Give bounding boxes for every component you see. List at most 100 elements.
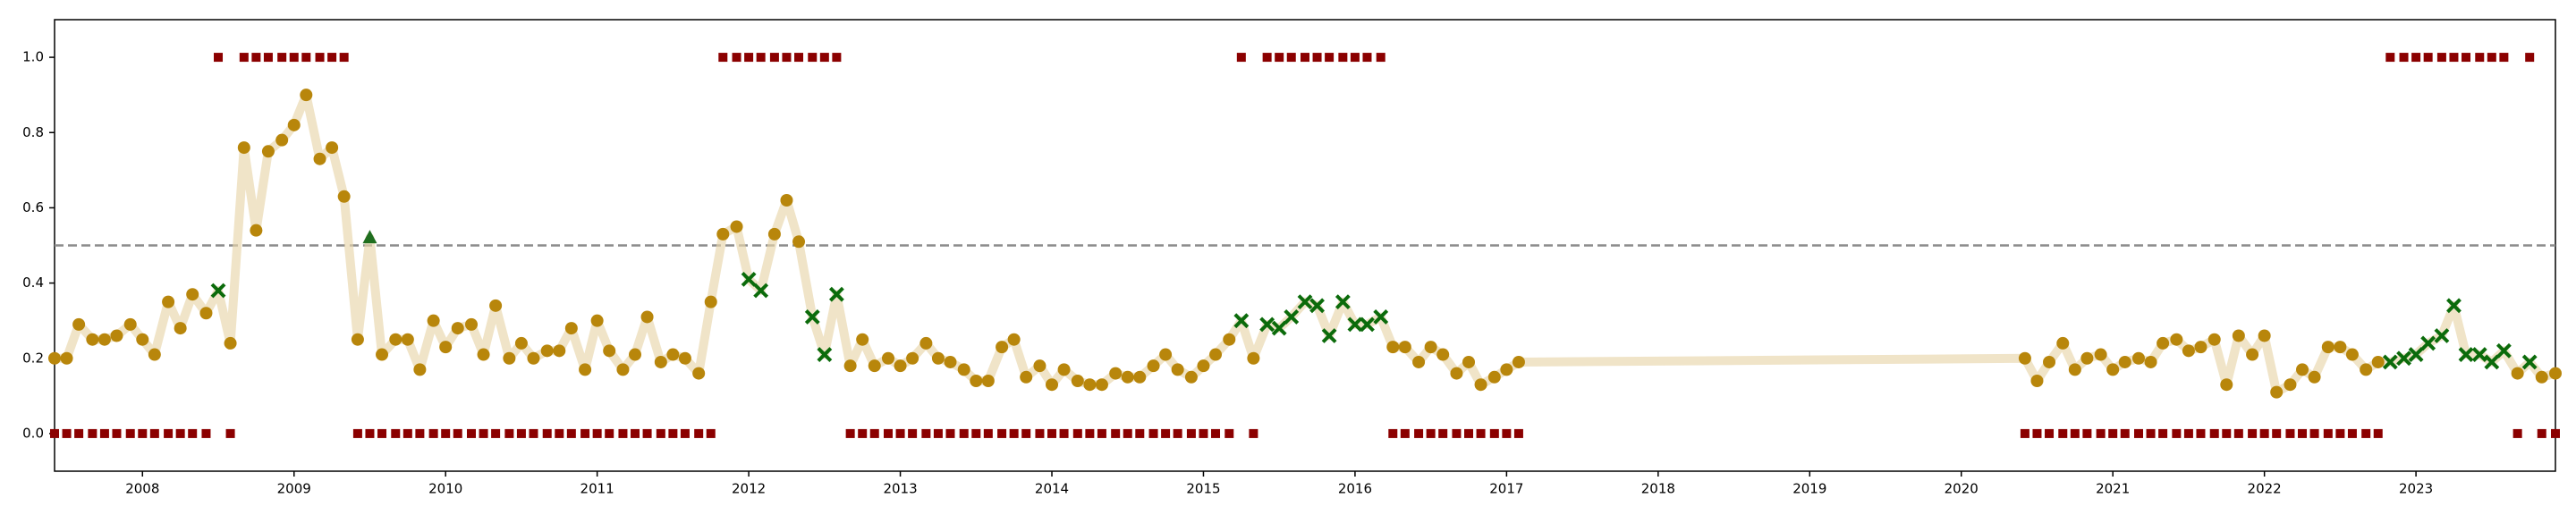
regime-marker bbox=[2537, 428, 2546, 438]
circle-marker bbox=[287, 118, 301, 131]
circle-marker bbox=[2056, 336, 2070, 350]
regime-marker bbox=[2462, 53, 2471, 63]
circle-marker bbox=[465, 317, 478, 331]
circle-marker bbox=[1209, 348, 1223, 361]
regime-marker bbox=[1097, 428, 1106, 438]
regime-marker bbox=[529, 428, 538, 438]
circle-marker bbox=[843, 359, 857, 373]
regime-marker bbox=[1286, 53, 1296, 63]
regime-marker bbox=[1325, 53, 1335, 63]
regime-marker bbox=[1338, 53, 1348, 63]
regime-marker bbox=[1047, 428, 1057, 438]
circle-marker bbox=[970, 375, 983, 387]
regime-marker bbox=[2146, 428, 2156, 438]
x-tick-label: 2012 bbox=[732, 481, 766, 497]
regime-marker bbox=[794, 53, 804, 63]
regime-marker bbox=[138, 428, 148, 438]
regime-marker bbox=[1275, 53, 1284, 63]
regime-marker bbox=[706, 428, 716, 438]
circle-marker bbox=[123, 317, 137, 331]
circle-marker bbox=[477, 348, 490, 361]
regime-marker bbox=[1135, 428, 1145, 438]
circle-marker bbox=[1057, 363, 1071, 376]
cross-stroke bbox=[2396, 350, 2411, 367]
regime-marker bbox=[555, 428, 564, 438]
circle-marker bbox=[2308, 370, 2321, 384]
regime-marker bbox=[971, 428, 981, 438]
cross-marker bbox=[1233, 313, 1250, 329]
regime-marker bbox=[377, 428, 387, 438]
cross-stroke bbox=[2408, 347, 2424, 362]
circle-marker bbox=[767, 227, 781, 241]
x-tick-label: 2020 bbox=[1945, 481, 1979, 497]
regime-marker bbox=[2070, 428, 2080, 438]
circle-marker bbox=[906, 351, 919, 365]
regime-marker bbox=[631, 428, 640, 438]
regime-marker bbox=[50, 428, 59, 438]
circle-marker bbox=[2157, 336, 2170, 350]
regime-marker bbox=[1426, 428, 1436, 438]
regime-marker bbox=[188, 428, 198, 438]
regime-marker bbox=[1388, 428, 1398, 438]
y-tick-label: 0.8 bbox=[22, 124, 44, 140]
x-tick-label: 2022 bbox=[2248, 481, 2282, 497]
circle-marker bbox=[792, 235, 806, 249]
circle-marker bbox=[1398, 341, 1411, 354]
circle-marker bbox=[351, 333, 364, 346]
regime-marker bbox=[1123, 428, 1132, 438]
circle-marker bbox=[2296, 363, 2309, 376]
circle-marker bbox=[2106, 363, 2120, 376]
circle-marker bbox=[2068, 363, 2081, 376]
regime-marker bbox=[908, 428, 918, 438]
circle-marker bbox=[1247, 351, 1260, 365]
regime-marker bbox=[1009, 428, 1019, 438]
regime-marker bbox=[1224, 428, 1234, 438]
cross-stroke bbox=[1259, 317, 1275, 333]
regime-marker bbox=[2361, 428, 2371, 438]
regime-marker bbox=[2196, 428, 2206, 438]
circle-marker bbox=[856, 333, 869, 346]
regime-marker bbox=[1513, 428, 1523, 438]
regime-marker bbox=[642, 428, 652, 438]
cross-marker bbox=[2408, 347, 2424, 362]
regime-marker bbox=[618, 428, 628, 438]
regime-marker bbox=[1085, 428, 1095, 438]
regime-marker bbox=[782, 53, 792, 63]
regime-marker bbox=[88, 428, 97, 438]
cross-marker bbox=[2458, 347, 2474, 362]
regime-marker bbox=[2183, 428, 2193, 438]
regime-marker bbox=[62, 428, 72, 438]
regime-marker bbox=[2209, 428, 2219, 438]
circle-marker bbox=[2284, 378, 2297, 392]
circle-marker bbox=[300, 89, 313, 102]
cross-marker bbox=[1321, 328, 1337, 343]
circle-marker bbox=[981, 375, 995, 387]
circle-marker bbox=[72, 317, 86, 331]
circle-marker bbox=[868, 359, 881, 373]
regime-marker bbox=[2399, 53, 2409, 63]
circle-marker bbox=[590, 314, 604, 327]
x-tick-label: 2009 bbox=[277, 481, 311, 497]
circle-marker bbox=[1046, 378, 1059, 392]
cross-stroke bbox=[1335, 294, 1351, 310]
cross-stroke bbox=[2484, 354, 2500, 370]
cross-marker bbox=[1335, 294, 1351, 310]
circle-marker bbox=[1450, 367, 1463, 380]
regime-marker bbox=[895, 428, 905, 438]
circle-marker bbox=[931, 351, 945, 365]
cross-stroke bbox=[2446, 298, 2462, 314]
regime-marker bbox=[415, 428, 425, 438]
x-tick-label: 2015 bbox=[1186, 481, 1220, 497]
cross-marker bbox=[1347, 317, 1363, 333]
regime-marker bbox=[845, 428, 855, 438]
x-tick-label: 2018 bbox=[1641, 481, 1675, 497]
circle-marker bbox=[730, 220, 743, 233]
regime-marker bbox=[694, 428, 704, 438]
cross-marker bbox=[2434, 328, 2450, 343]
regime-marker bbox=[1362, 53, 1372, 63]
circle-marker bbox=[2535, 370, 2548, 384]
regime-marker bbox=[2032, 428, 2042, 438]
circle-marker bbox=[237, 141, 250, 155]
regime-marker bbox=[869, 428, 879, 438]
